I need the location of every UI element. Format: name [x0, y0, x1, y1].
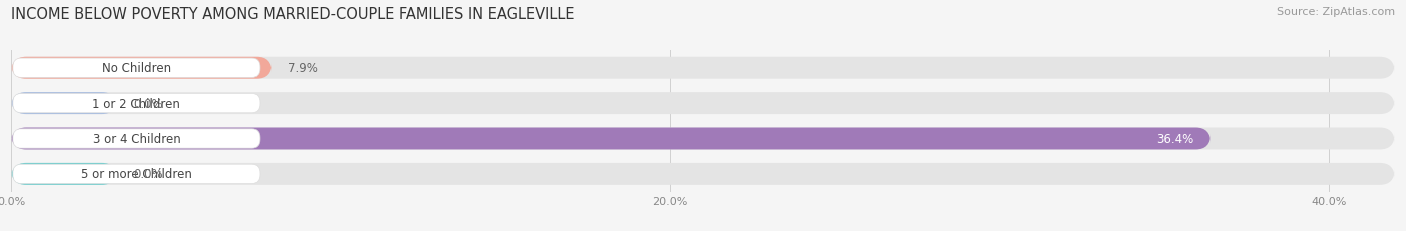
- Text: 3 or 4 Children: 3 or 4 Children: [93, 132, 180, 145]
- FancyBboxPatch shape: [11, 93, 117, 115]
- FancyBboxPatch shape: [11, 58, 271, 79]
- FancyBboxPatch shape: [11, 128, 1211, 150]
- Text: 0.0%: 0.0%: [134, 168, 163, 181]
- FancyBboxPatch shape: [11, 93, 1395, 115]
- Text: Source: ZipAtlas.com: Source: ZipAtlas.com: [1277, 7, 1395, 17]
- FancyBboxPatch shape: [13, 164, 260, 184]
- FancyBboxPatch shape: [13, 59, 260, 78]
- Text: 0.0%: 0.0%: [134, 97, 163, 110]
- FancyBboxPatch shape: [11, 128, 1395, 150]
- Text: INCOME BELOW POVERTY AMONG MARRIED-COUPLE FAMILIES IN EAGLEVILLE: INCOME BELOW POVERTY AMONG MARRIED-COUPL…: [11, 7, 575, 22]
- Text: 7.9%: 7.9%: [288, 62, 318, 75]
- FancyBboxPatch shape: [11, 58, 1395, 79]
- Text: 36.4%: 36.4%: [1157, 132, 1194, 145]
- Text: No Children: No Children: [101, 62, 172, 75]
- Text: 5 or more Children: 5 or more Children: [82, 168, 191, 181]
- FancyBboxPatch shape: [13, 94, 260, 113]
- FancyBboxPatch shape: [11, 163, 1395, 185]
- Text: 1 or 2 Children: 1 or 2 Children: [93, 97, 180, 110]
- FancyBboxPatch shape: [13, 129, 260, 149]
- FancyBboxPatch shape: [11, 163, 117, 185]
